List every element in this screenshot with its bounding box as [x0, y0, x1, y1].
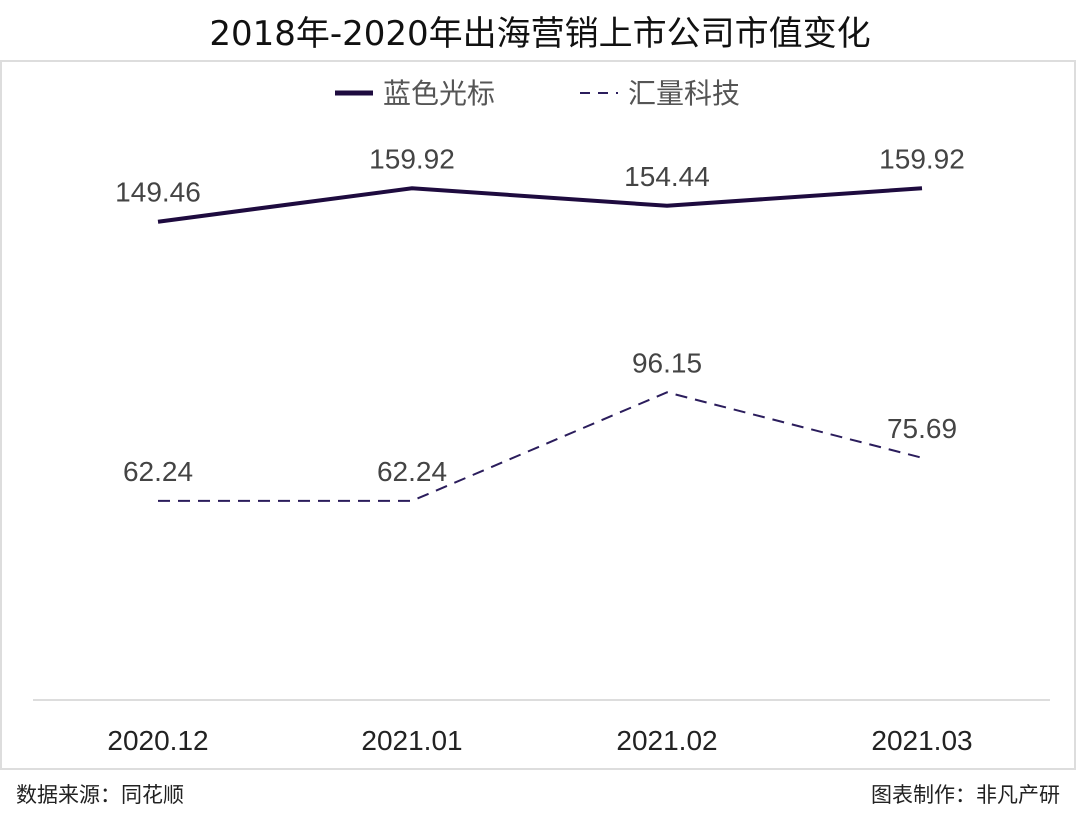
data-label: 159.92: [369, 143, 455, 174]
x-tick-label: 2021.02: [616, 725, 717, 756]
chart-frame: [0, 60, 1076, 770]
x-tick-label: 2020.12: [107, 725, 208, 756]
data-label: 159.92: [879, 143, 965, 174]
legend-label: 汇量科技: [628, 77, 740, 110]
chart-credit: 图表制作：非凡产研: [871, 783, 1060, 807]
series-line-1: [157, 186, 923, 224]
legend-label: 蓝色光标: [383, 77, 495, 110]
data-source: 数据来源：同花顺: [16, 783, 184, 807]
data-label: 62.24: [377, 456, 447, 487]
data-label: 149.46: [115, 177, 201, 208]
x-tick-label: 2021.03: [871, 725, 972, 756]
x-tick-label: 2021.01: [361, 725, 462, 756]
data-label: 154.44: [624, 161, 710, 192]
data-label: 96.15: [632, 347, 702, 378]
data-label: 75.69: [887, 413, 957, 444]
data-label: 62.24: [123, 456, 193, 487]
series-line-2: [158, 391, 923, 502]
chart-title: 2018年-2020年出海营销上市公司市值变化: [209, 14, 871, 54]
